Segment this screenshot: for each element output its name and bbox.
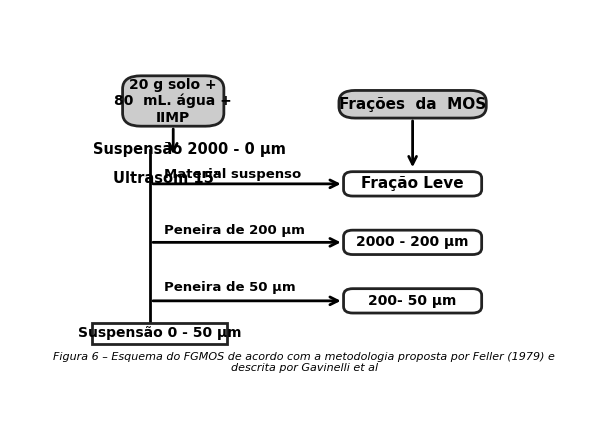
Text: Peneira de 200 μm: Peneira de 200 μm [164,225,305,238]
Text: 2000 - 200 μm: 2000 - 200 μm [356,235,469,249]
Text: Material suspenso: Material suspenso [164,168,301,181]
FancyBboxPatch shape [339,90,486,118]
Text: Ultrasom 15": Ultrasom 15" [113,171,222,187]
Text: Peneira de 50 μm: Peneira de 50 μm [164,281,296,295]
Text: 20 g solo +
80  mL. água +
IIMP: 20 g solo + 80 mL. água + IIMP [115,78,232,124]
Text: Fração Leve: Fração Leve [361,176,464,191]
FancyBboxPatch shape [122,76,224,126]
Text: Figura 6 – Esquema do FGMOS de acordo com a metodologia proposta por Feller (197: Figura 6 – Esquema do FGMOS de acordo co… [53,352,555,373]
Text: Suspensão 0 - 50 μm: Suspensão 0 - 50 μm [78,326,241,340]
Text: 200- 50 μm: 200- 50 μm [368,294,457,308]
FancyBboxPatch shape [343,289,482,313]
FancyBboxPatch shape [343,230,482,254]
Text: Frações  da  MOS: Frações da MOS [339,97,486,112]
FancyBboxPatch shape [91,323,228,344]
Text: Suspensão 2000 - 0 μm: Suspensão 2000 - 0 μm [93,142,286,157]
FancyBboxPatch shape [343,172,482,196]
